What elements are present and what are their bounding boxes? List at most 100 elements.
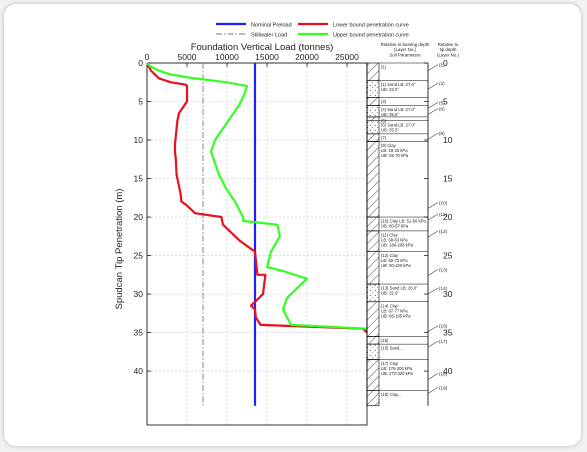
y-tick-label: 5 [138, 97, 143, 107]
soil-layer-label: (15) [381, 338, 389, 343]
y-tick-label: 15 [134, 174, 144, 184]
soil-layer-label: (3) [381, 99, 387, 104]
soil-layer-label: (10) Clay LB: 51-56 kPa UB: 80-87 kPa [381, 219, 426, 229]
penetration-chart: Nominal Preload Stillwater Load Lower boun… [114, 23, 460, 426]
soil-layer-label: (12) Clay LB: 62-73 kPa UB: 90-100 kPa [381, 253, 411, 268]
tip-marker-label: (16) [439, 324, 448, 329]
tip-depth-tick-label: 30 [443, 289, 453, 299]
soil-layer [366, 105, 380, 118]
x-tick-label: 0 [145, 52, 150, 62]
x-tick-label: 20000 [295, 52, 319, 62]
soil-layer [366, 80, 380, 98]
tip-depth-tick-label: 5 [443, 97, 448, 107]
y-tick-label: 40 [134, 366, 144, 376]
tip-marker-line [427, 340, 439, 348]
legend-entry: Upper bound penetration curve [333, 33, 409, 39]
tip-marker-line [427, 325, 439, 332]
plot-area: 0 5000 10000 15000 20000 25000 0 5 10 15 20 25 30 35 4… [134, 52, 368, 426]
soil-layer [366, 133, 380, 142]
soil-layer-label: (14) Clay LB: 67-77 kPa UB: 95-105 kPa [381, 303, 411, 318]
legend-entry: Stillwater Load [251, 33, 287, 39]
soil-layer [366, 141, 380, 218]
soil-layer-label: (18) Clay... [381, 392, 401, 397]
tip-marker-label: (17) [439, 339, 448, 344]
tip-depth-tick-label: 0 [443, 58, 448, 68]
tip-marker-line [427, 213, 439, 221]
y-tick-label: 10 [134, 135, 144, 145]
chart-card: Nominal Preload Stillwater Load Lower boun… [4, 4, 581, 446]
tip-marker-line [427, 202, 439, 209]
tip-marker-line [427, 373, 439, 380]
soil-layer-label: (7) [381, 135, 387, 140]
soil-layer-label: (9) Clay LB: 18-33 kPa UB: 55-70 kPa [381, 143, 409, 158]
tip-marker-line [427, 102, 439, 109]
tip-marker-line [427, 64, 439, 71]
soil-layer [366, 97, 380, 106]
tip-depth-tick-label: 10 [443, 135, 453, 145]
soil-layer [366, 301, 380, 337]
soil-layer [366, 283, 380, 303]
soil-layer-label: (1) [381, 65, 387, 70]
tip-marker-line [427, 387, 439, 394]
legend-entry: Lower bound penetration curve [333, 23, 409, 29]
soil-layer [366, 343, 380, 360]
legend: Nominal Preload Stillwater Load Lower boun… [216, 23, 409, 39]
soil-layer-label: (1) Sand LB: 27.0° UB: 33.0° [381, 82, 416, 92]
soil-layer-label: (13) Sand LB: 26.0° UB: 32.0° [381, 286, 418, 296]
y-tick-label: 30 [134, 289, 144, 299]
soil-layer [366, 116, 380, 122]
soil-layer-label: (4) Sand LB: 27.0° UB: 35.5° [381, 107, 416, 117]
y-tick-label: 0 [138, 58, 143, 68]
soil-layer-label: (16) Sand... [381, 346, 403, 351]
series-upper-bound-penetration-curve [146, 62, 368, 330]
soil-layer [366, 230, 380, 253]
y-axis-label: Spudcan Tip Penetration (m) [114, 189, 125, 310]
series-lower-bound-penetration-curve [146, 62, 368, 334]
soil-header-left: Relative to bearing depth (Layer No.) Soil… [381, 42, 430, 57]
tip-marker-label: (5) [439, 100, 445, 105]
tip-marker-label: (14) [439, 286, 448, 291]
tip-marker-label: (11) [439, 212, 447, 217]
y-tick-label: 25 [134, 251, 144, 261]
soil-layer [366, 336, 380, 345]
tip-marker-label: (1) [439, 63, 445, 68]
tip-depth-tick-label: 40 [443, 366, 453, 376]
x-tick-label: 25000 [335, 52, 359, 62]
tip-marker-label: (13) [439, 267, 448, 272]
x-tick-label: 10000 [215, 52, 239, 62]
y-tick-label: 35 [134, 328, 144, 338]
tip-marker-label: (6) [439, 107, 445, 112]
soil-layer [366, 390, 380, 407]
legend-entry: Nominal Preload [251, 23, 292, 29]
tip-depth-tick-label: 25 [443, 251, 453, 261]
tip-marker-label: (12) [439, 229, 448, 234]
soil-layer [366, 216, 380, 232]
tip-marker-line [427, 108, 439, 115]
tip-marker-line [427, 269, 439, 276]
soil-layer-label: (6) Sand LB: 27.0° UB: 35.5° [381, 122, 416, 132]
soil-layer [366, 359, 380, 391]
tip-depth-tick-label: 20 [443, 212, 453, 222]
soil-layer [366, 62, 380, 82]
soil-layer [366, 120, 380, 135]
tip-marker-label: (8) [439, 131, 445, 136]
tip-marker-label: (10) [439, 200, 448, 205]
tip-marker-line [427, 82, 439, 90]
x-tick-label: 15000 [255, 52, 279, 62]
soil-header-right: Relative to tip depth (Layer No.) [437, 42, 459, 57]
soil-layer-label: (17) Clay LB: 176-200 kPa UB: 272-320 kPa [381, 361, 414, 376]
tip-marker-label: (3) [439, 81, 445, 86]
tip-marker-label: (18) [439, 371, 448, 376]
x-tick-label: 5000 [178, 52, 197, 62]
tip-marker-line [427, 230, 439, 238]
plot-frame [146, 62, 368, 426]
tip-depth-tick-label: 15 [443, 174, 453, 184]
tip-marker-line [427, 132, 439, 140]
y-tick-label: 20 [134, 212, 144, 222]
tip-marker-line [427, 287, 439, 295]
tip-marker-label: (19) [439, 385, 448, 390]
chart-title: Foundation Vertical Load (tonnes) [191, 42, 334, 53]
soil-column: (1) (1) Sand LB: 27.0° UB: 33.0° (3) (4) San… [366, 42, 460, 407]
soil-layer [366, 251, 380, 285]
soil-layer-label: (11) Clay LB: 58-63 kPa UB: 184-208 kPa [381, 232, 414, 247]
